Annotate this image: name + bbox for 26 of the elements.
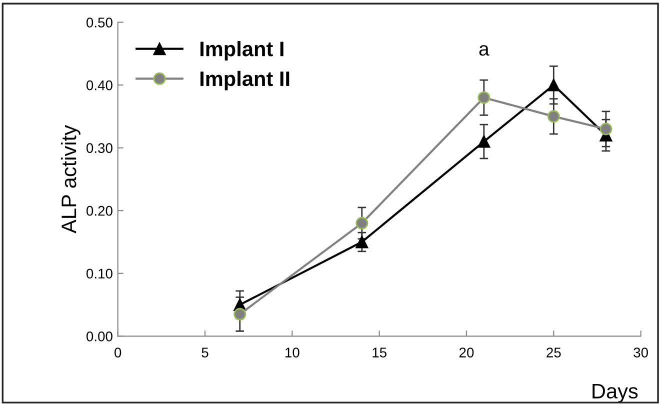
legend-label: Implant II (200, 70, 290, 90)
point (600, 122, 612, 136)
x-tick-label: 10 (286, 348, 300, 358)
y-tick-label: 0.00 (86, 331, 112, 342)
point (547, 110, 560, 123)
legend-label: Implant I (200, 41, 284, 60)
y-tick-label: 0.20 (86, 206, 112, 216)
y-tick-label: 0.10 (86, 268, 112, 279)
x-tick-label: 0 (114, 348, 122, 358)
y-tick-label: 0.50 (86, 18, 112, 28)
point (356, 216, 368, 230)
x-tick-label: 15 (372, 348, 386, 358)
point (478, 135, 490, 148)
x-axis-title: Days (592, 384, 638, 403)
point (547, 78, 560, 92)
x-tick-label: 5 (202, 348, 208, 358)
y-tick-label: 0.30 (86, 143, 112, 153)
annotation: a (479, 45, 490, 56)
point (478, 91, 490, 104)
x-tick-label: 25 (546, 348, 561, 358)
y-axis-title: ALP activity (60, 125, 80, 234)
x-tick-label: 20 (459, 348, 474, 358)
x-tick-label: 30 (634, 348, 648, 358)
point (234, 308, 246, 320)
y-tick-label: 0.40 (86, 80, 112, 90)
point (356, 236, 368, 248)
